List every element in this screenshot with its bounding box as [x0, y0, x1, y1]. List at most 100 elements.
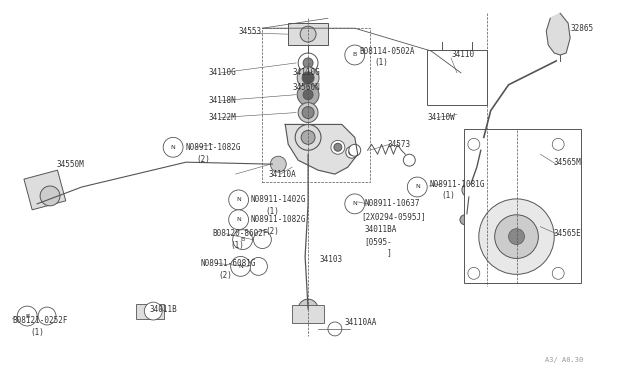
Text: 34573: 34573 [387, 140, 411, 149]
Text: (2): (2) [266, 227, 279, 236]
Circle shape [303, 58, 313, 68]
Polygon shape [547, 13, 570, 55]
Text: N: N [236, 217, 241, 222]
Text: B: B [353, 52, 357, 58]
Text: 34565M: 34565M [553, 158, 581, 167]
Text: B: B [241, 237, 244, 242]
Circle shape [301, 131, 315, 144]
Text: 34122M: 34122M [209, 113, 237, 122]
Text: A3/ A0.30: A3/ A0.30 [545, 357, 583, 363]
Text: 34103: 34103 [320, 255, 343, 264]
Circle shape [163, 137, 183, 157]
Circle shape [270, 156, 286, 172]
Circle shape [460, 215, 470, 225]
Text: 34110W: 34110W [427, 113, 455, 122]
Text: (1): (1) [230, 241, 244, 250]
Circle shape [40, 186, 60, 206]
Text: [0595-: [0595- [365, 237, 392, 246]
Text: 34553: 34553 [239, 27, 262, 36]
Circle shape [331, 140, 345, 154]
Text: B08114-0502A: B08114-0502A [360, 46, 415, 55]
Text: N08911-6081G: N08911-6081G [201, 259, 257, 268]
Circle shape [462, 183, 476, 197]
Text: 34011B: 34011B [149, 305, 177, 314]
Circle shape [295, 125, 321, 150]
Circle shape [228, 190, 248, 210]
Circle shape [297, 84, 319, 106]
Circle shape [145, 302, 162, 320]
Circle shape [349, 144, 361, 156]
Text: N: N [238, 264, 243, 269]
Text: N: N [171, 145, 175, 150]
Text: 34110AA: 34110AA [345, 318, 377, 327]
Circle shape [552, 138, 564, 150]
Text: 32865: 32865 [570, 24, 593, 33]
Text: N08911-1402G: N08911-1402G [250, 195, 306, 204]
Text: ]: ] [378, 248, 392, 257]
Text: N: N [353, 201, 357, 206]
Text: B08121-0252F: B08121-0252F [12, 317, 68, 326]
Circle shape [253, 231, 271, 248]
Text: 34110A: 34110A [268, 170, 296, 179]
Text: [2X0294-0595J]: [2X0294-0595J] [362, 212, 426, 221]
Bar [136, 304, 164, 319]
Circle shape [230, 256, 250, 276]
Circle shape [303, 90, 313, 100]
Circle shape [346, 146, 358, 158]
Text: (1): (1) [266, 207, 279, 216]
Circle shape [328, 322, 342, 336]
Circle shape [228, 210, 248, 230]
Text: 34110G: 34110G [292, 68, 320, 77]
Bar [464, 129, 581, 283]
Circle shape [302, 107, 314, 119]
Circle shape [468, 267, 480, 279]
Circle shape [468, 138, 480, 150]
Text: (2): (2) [219, 271, 232, 280]
Text: 34550M: 34550M [57, 160, 84, 169]
Circle shape [345, 45, 365, 65]
Circle shape [17, 306, 37, 326]
Text: (1): (1) [441, 192, 455, 201]
Bar [24, 170, 66, 210]
Circle shape [298, 53, 318, 73]
Circle shape [349, 149, 355, 155]
Bar [262, 28, 370, 182]
Circle shape [300, 26, 316, 42]
Circle shape [298, 299, 318, 319]
Text: 34110: 34110 [451, 51, 474, 60]
Text: N08911-10637: N08911-10637 [365, 199, 420, 208]
Circle shape [302, 72, 314, 84]
Circle shape [233, 230, 253, 250]
Text: (1): (1) [374, 58, 388, 67]
Circle shape [297, 67, 319, 89]
Text: 34110G: 34110G [209, 68, 237, 77]
Bar [427, 50, 487, 105]
Text: N08911-1082G: N08911-1082G [185, 143, 241, 152]
Text: B: B [25, 314, 29, 318]
Circle shape [495, 215, 538, 259]
Bar [288, 23, 328, 45]
Circle shape [552, 267, 564, 279]
Circle shape [476, 139, 486, 150]
Circle shape [479, 199, 554, 274]
Text: N08911-1082G: N08911-1082G [250, 215, 306, 224]
Circle shape [334, 143, 342, 151]
Text: N: N [236, 198, 241, 202]
Text: 34565E: 34565E [553, 229, 581, 238]
Bar [292, 305, 324, 323]
Text: B08120-8602F: B08120-8602F [213, 229, 268, 238]
Text: (2): (2) [196, 155, 210, 164]
Circle shape [403, 154, 415, 166]
Circle shape [250, 257, 268, 275]
Text: 34560N: 34560N [292, 83, 320, 92]
Polygon shape [285, 125, 358, 174]
Circle shape [298, 103, 318, 122]
Text: (1): (1) [30, 328, 44, 337]
Circle shape [38, 307, 56, 325]
Text: N08911-1081G: N08911-1081G [429, 180, 484, 189]
Circle shape [509, 229, 524, 244]
Circle shape [345, 194, 365, 214]
Circle shape [407, 177, 427, 197]
Text: 34011BA: 34011BA [365, 225, 397, 234]
Text: 34118N: 34118N [209, 96, 237, 105]
